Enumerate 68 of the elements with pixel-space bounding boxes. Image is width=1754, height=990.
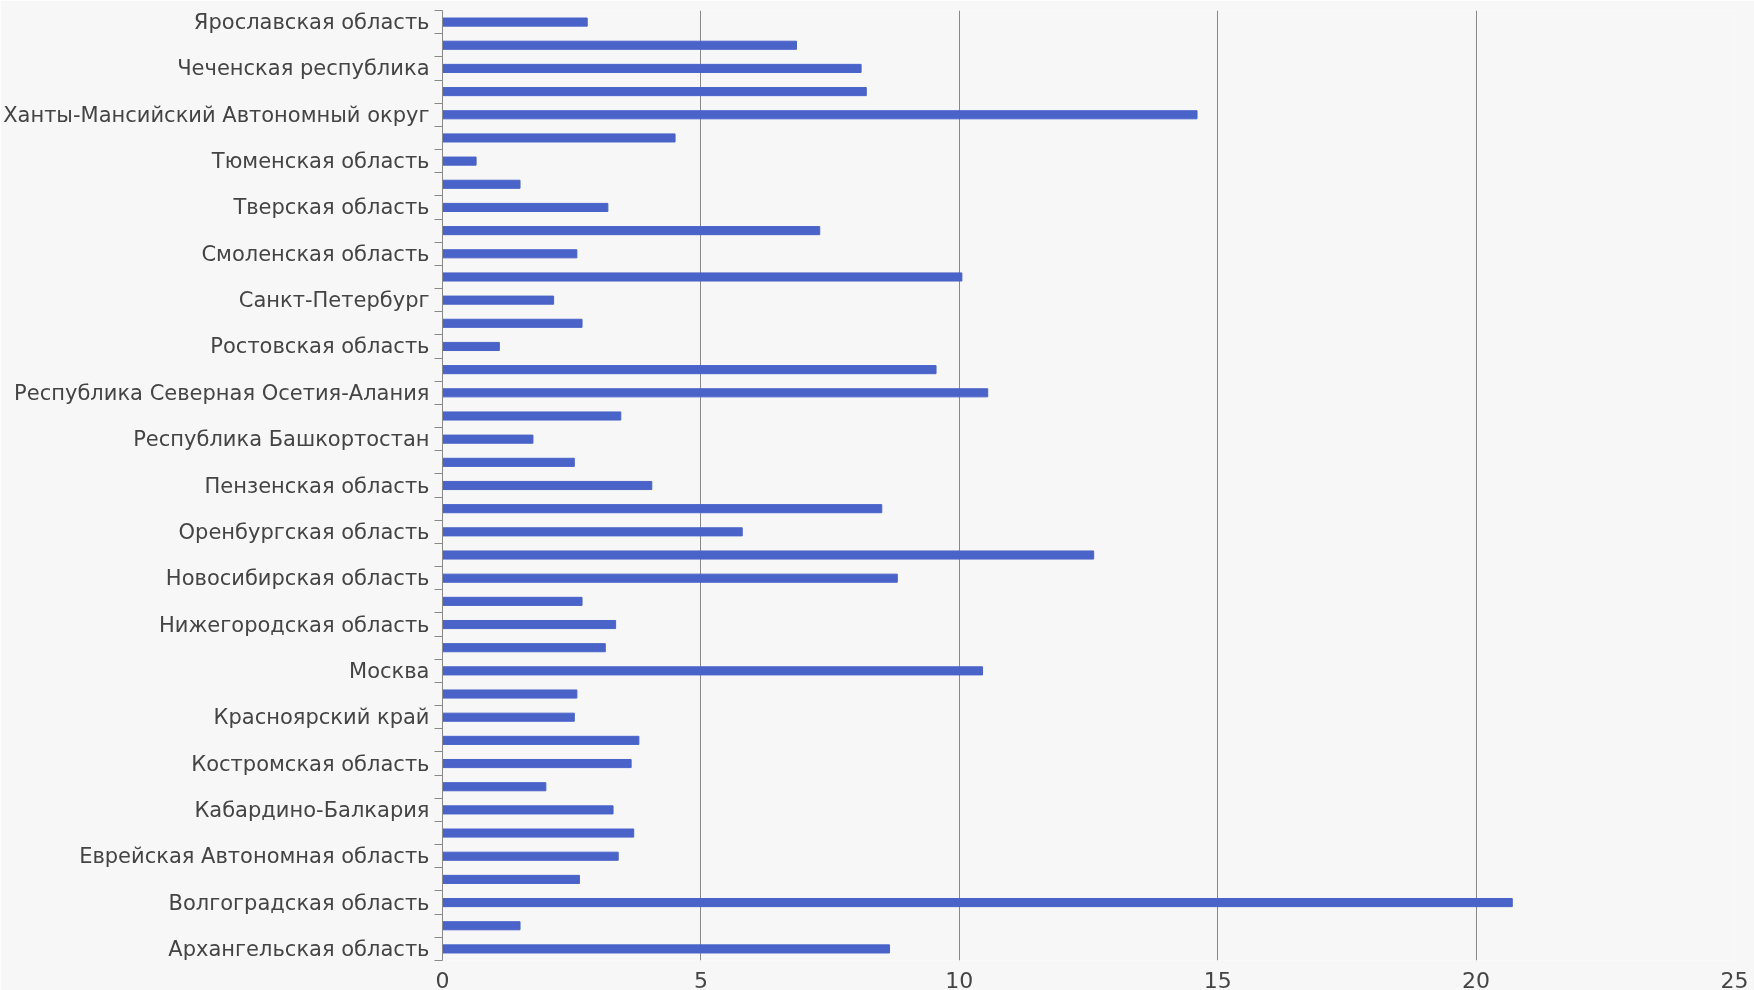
bar <box>442 874 580 884</box>
bar <box>442 40 798 50</box>
bar <box>442 295 555 305</box>
bar <box>442 249 578 259</box>
bar <box>442 110 1198 120</box>
x-tick-label: 20 <box>1462 967 1491 990</box>
y-tick-label: Кабардино-Балкария <box>194 797 430 822</box>
bar <box>442 318 583 328</box>
y-tick-label: Красноярский край <box>213 705 430 730</box>
x-tick-label: 0 <box>435 967 450 990</box>
y-tick-label: Волгоградская область <box>168 890 430 915</box>
y-tick-label: Ханты-Мансийский Автономный округ <box>3 102 430 127</box>
bar <box>442 944 891 954</box>
y-tick-label: Пензенская область <box>204 473 430 498</box>
bar <box>442 758 632 769</box>
bar <box>442 666 984 676</box>
bar <box>442 527 743 537</box>
x-tick-label: 15 <box>1203 967 1232 990</box>
bar <box>442 365 937 375</box>
bar <box>442 573 898 583</box>
bar <box>442 133 676 143</box>
bar <box>442 388 989 398</box>
bar <box>442 179 521 189</box>
bar <box>442 643 606 653</box>
y-tick-label: Новосибирская область <box>165 566 430 591</box>
y-tick-label: Санкт-Петербург <box>238 288 430 313</box>
x-tick-label: 10 <box>945 967 974 990</box>
bar <box>442 202 609 213</box>
bar <box>442 504 883 514</box>
bar <box>442 782 547 792</box>
y-tick-label: Костромская область <box>191 751 430 776</box>
bar <box>442 898 1513 908</box>
bar <box>442 480 653 491</box>
y-tick-label: Тверская область <box>232 195 430 220</box>
bar <box>442 17 588 27</box>
bar <box>442 272 963 282</box>
x-tick-label: 25 <box>1720 967 1749 990</box>
bar <box>442 226 821 236</box>
bar <box>442 87 867 97</box>
bar <box>442 434 534 444</box>
bar <box>442 341 500 352</box>
bar <box>442 805 614 815</box>
y-tick-label: Еврейская Автономная область <box>79 844 430 869</box>
bar <box>442 689 578 699</box>
bar <box>442 156 477 166</box>
bar <box>442 63 862 73</box>
bar <box>442 828 635 838</box>
bar <box>442 712 575 722</box>
bar <box>442 596 583 606</box>
y-tick-label: Республика Северная Осетия-Алания <box>14 380 430 405</box>
y-tick-label: Москва <box>349 658 430 683</box>
bar <box>442 411 622 421</box>
bar <box>442 735 640 745</box>
y-tick-label: Нижегородская область <box>158 612 430 637</box>
bar <box>442 851 619 861</box>
y-tick-label: Ростовская область <box>210 334 430 359</box>
y-tick-label: Тюменская область <box>210 149 430 174</box>
x-tick-label: 5 <box>693 967 708 990</box>
y-tick-label: Архангельская область <box>168 936 430 961</box>
bar <box>442 550 1095 560</box>
bar <box>442 921 521 931</box>
y-tick-label: Оренбургская область <box>178 519 430 544</box>
bar <box>442 457 575 467</box>
y-tick-label: Смоленская область <box>201 241 430 266</box>
y-tick-label: Чеченская республика <box>177 56 430 81</box>
y-tick-label: Ярославская область <box>193 10 430 35</box>
bar <box>442 619 617 630</box>
y-tick-label: Республика Башкортостан <box>133 427 430 452</box>
